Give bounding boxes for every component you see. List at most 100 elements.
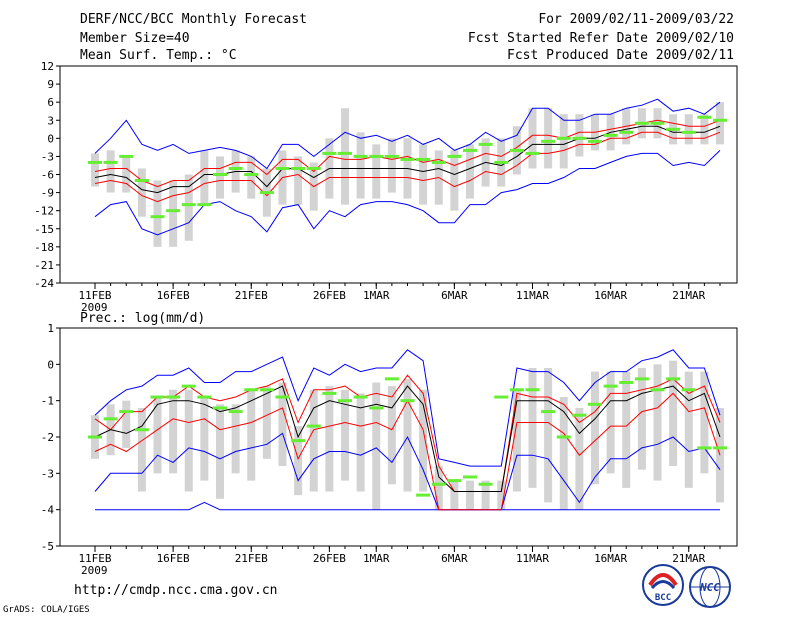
upper-quartile-line	[94, 119, 721, 188]
observation-marker	[353, 395, 368, 399]
observation-marker	[541, 139, 556, 143]
observation-marker	[650, 121, 665, 125]
ensemble-spread-bar	[528, 367, 537, 488]
observation-marker	[431, 160, 446, 164]
ensemble-spread-bar	[622, 371, 631, 488]
y-tick-label: -9	[41, 187, 54, 200]
header-right-line-1: For 2009/02/11-2009/03/22	[538, 12, 734, 27]
source-url[interactable]: http://cmdp.ncc.cma.gov.cn	[74, 583, 278, 598]
ensemble-spread-bar	[528, 108, 537, 169]
x-tick-label: 21MAR	[672, 552, 705, 565]
observation-marker	[556, 136, 571, 140]
observation-marker	[181, 384, 196, 388]
ensemble-spread-bar	[544, 367, 553, 503]
ensemble-spread-bar	[325, 386, 334, 492]
ensemble-spread-bar	[153, 180, 162, 247]
x-tick-year-label: 2009	[81, 564, 108, 577]
observation-marker	[197, 203, 212, 207]
observation-marker	[88, 435, 102, 439]
ensemble-spread-bar	[372, 382, 381, 510]
y-tick-label: -12	[34, 205, 54, 218]
header-left-line-3: Mean Surf. Temp.: °C	[80, 48, 237, 63]
ensemble-spread-bar	[419, 144, 428, 205]
ensemble-spread-bar	[294, 426, 303, 496]
observation-marker	[384, 154, 399, 158]
ensemble-spread-bar	[700, 114, 709, 145]
ensemble-spread-bar	[512, 389, 521, 492]
ensemble-spread-bar	[559, 114, 568, 169]
observation-marker	[697, 115, 712, 119]
ensemble-spread-bar	[387, 138, 396, 193]
grads-credit: GrADS: COLA/IGES	[3, 605, 90, 615]
ensemble-spread-bar	[341, 389, 349, 481]
observation-marker	[134, 179, 149, 183]
ensemble-spread-bar	[262, 386, 271, 459]
ensemble-spread-bar	[497, 480, 506, 510]
ensemble-spread-bar	[450, 150, 459, 211]
ensemble-spread-bar	[372, 144, 381, 199]
observation-marker	[588, 139, 602, 143]
ensemble-spread-bar	[559, 397, 568, 510]
ensemble-spread-bar	[200, 150, 209, 205]
observation-marker	[259, 388, 274, 392]
observation-marker	[103, 160, 118, 164]
observation-marker	[431, 482, 446, 486]
lower-bound-line	[95, 501, 720, 511]
y-tick-label: 6	[47, 96, 54, 109]
observation-marker	[213, 406, 227, 410]
observation-marker	[478, 482, 493, 486]
header-left-line-1: DERF/NCC/BCC Monthly Forecast	[80, 12, 307, 27]
observation-marker	[213, 173, 227, 176]
observation-marker	[103, 417, 118, 421]
observation-marker	[322, 391, 337, 395]
x-tick-label: 16FEB	[157, 552, 190, 565]
upper-quartile-line	[94, 374, 721, 492]
y-tick-label: 3	[47, 114, 54, 127]
ensemble-spread-bar	[169, 180, 178, 247]
observation-marker	[572, 413, 587, 417]
observation-marker	[181, 203, 196, 207]
x-tick-label: 6MAR	[441, 289, 468, 302]
ensemble-spread-bar	[419, 389, 428, 492]
observation-marker	[603, 133, 618, 137]
ensemble-spread-bar	[575, 114, 584, 157]
ensemble-spread-bar	[356, 393, 365, 492]
observation-marker	[291, 166, 306, 170]
y-tick-label: -6	[41, 169, 54, 182]
x-tick-year-label: 2009	[81, 301, 108, 314]
ensemble-spread-bar	[137, 168, 146, 217]
ensemble-spread-bar	[450, 480, 459, 510]
ensemble-spread-bar	[466, 144, 474, 199]
y-tick-label: -3	[41, 150, 54, 163]
bcc-logo-text: BCC	[655, 593, 671, 603]
bcc-logo-arc-inner	[650, 580, 676, 590]
observation-marker	[713, 118, 727, 122]
ensemble-spread-bar	[544, 108, 553, 169]
observation-marker	[259, 191, 274, 195]
lower-quartile-line	[94, 131, 721, 203]
ensemble-spread-bar	[684, 371, 693, 488]
ensemble-spread-bar	[216, 404, 224, 499]
observation-marker	[338, 399, 352, 403]
observation-marker	[572, 136, 587, 140]
x-tick-label: 16MAR	[594, 289, 627, 302]
ensemble-spread-bar	[341, 108, 349, 205]
observation-marker	[681, 130, 696, 134]
y-tick-label: -2	[41, 431, 54, 444]
observation-marker	[384, 377, 399, 381]
ensemble-spread-bar	[153, 397, 162, 474]
observation-marker	[556, 435, 571, 439]
y-tick-label: -15	[34, 223, 54, 236]
observation-marker	[525, 151, 540, 155]
ensemble-spread-bar	[700, 371, 709, 474]
ensemble-spread-bar	[309, 389, 318, 492]
observation-marker	[447, 479, 462, 483]
ensemble-spread-bar	[169, 389, 178, 474]
observation-marker	[650, 388, 665, 392]
ensemble-spread-bar	[481, 480, 490, 510]
observation-marker	[166, 395, 181, 399]
plot-frame	[59, 65, 738, 284]
